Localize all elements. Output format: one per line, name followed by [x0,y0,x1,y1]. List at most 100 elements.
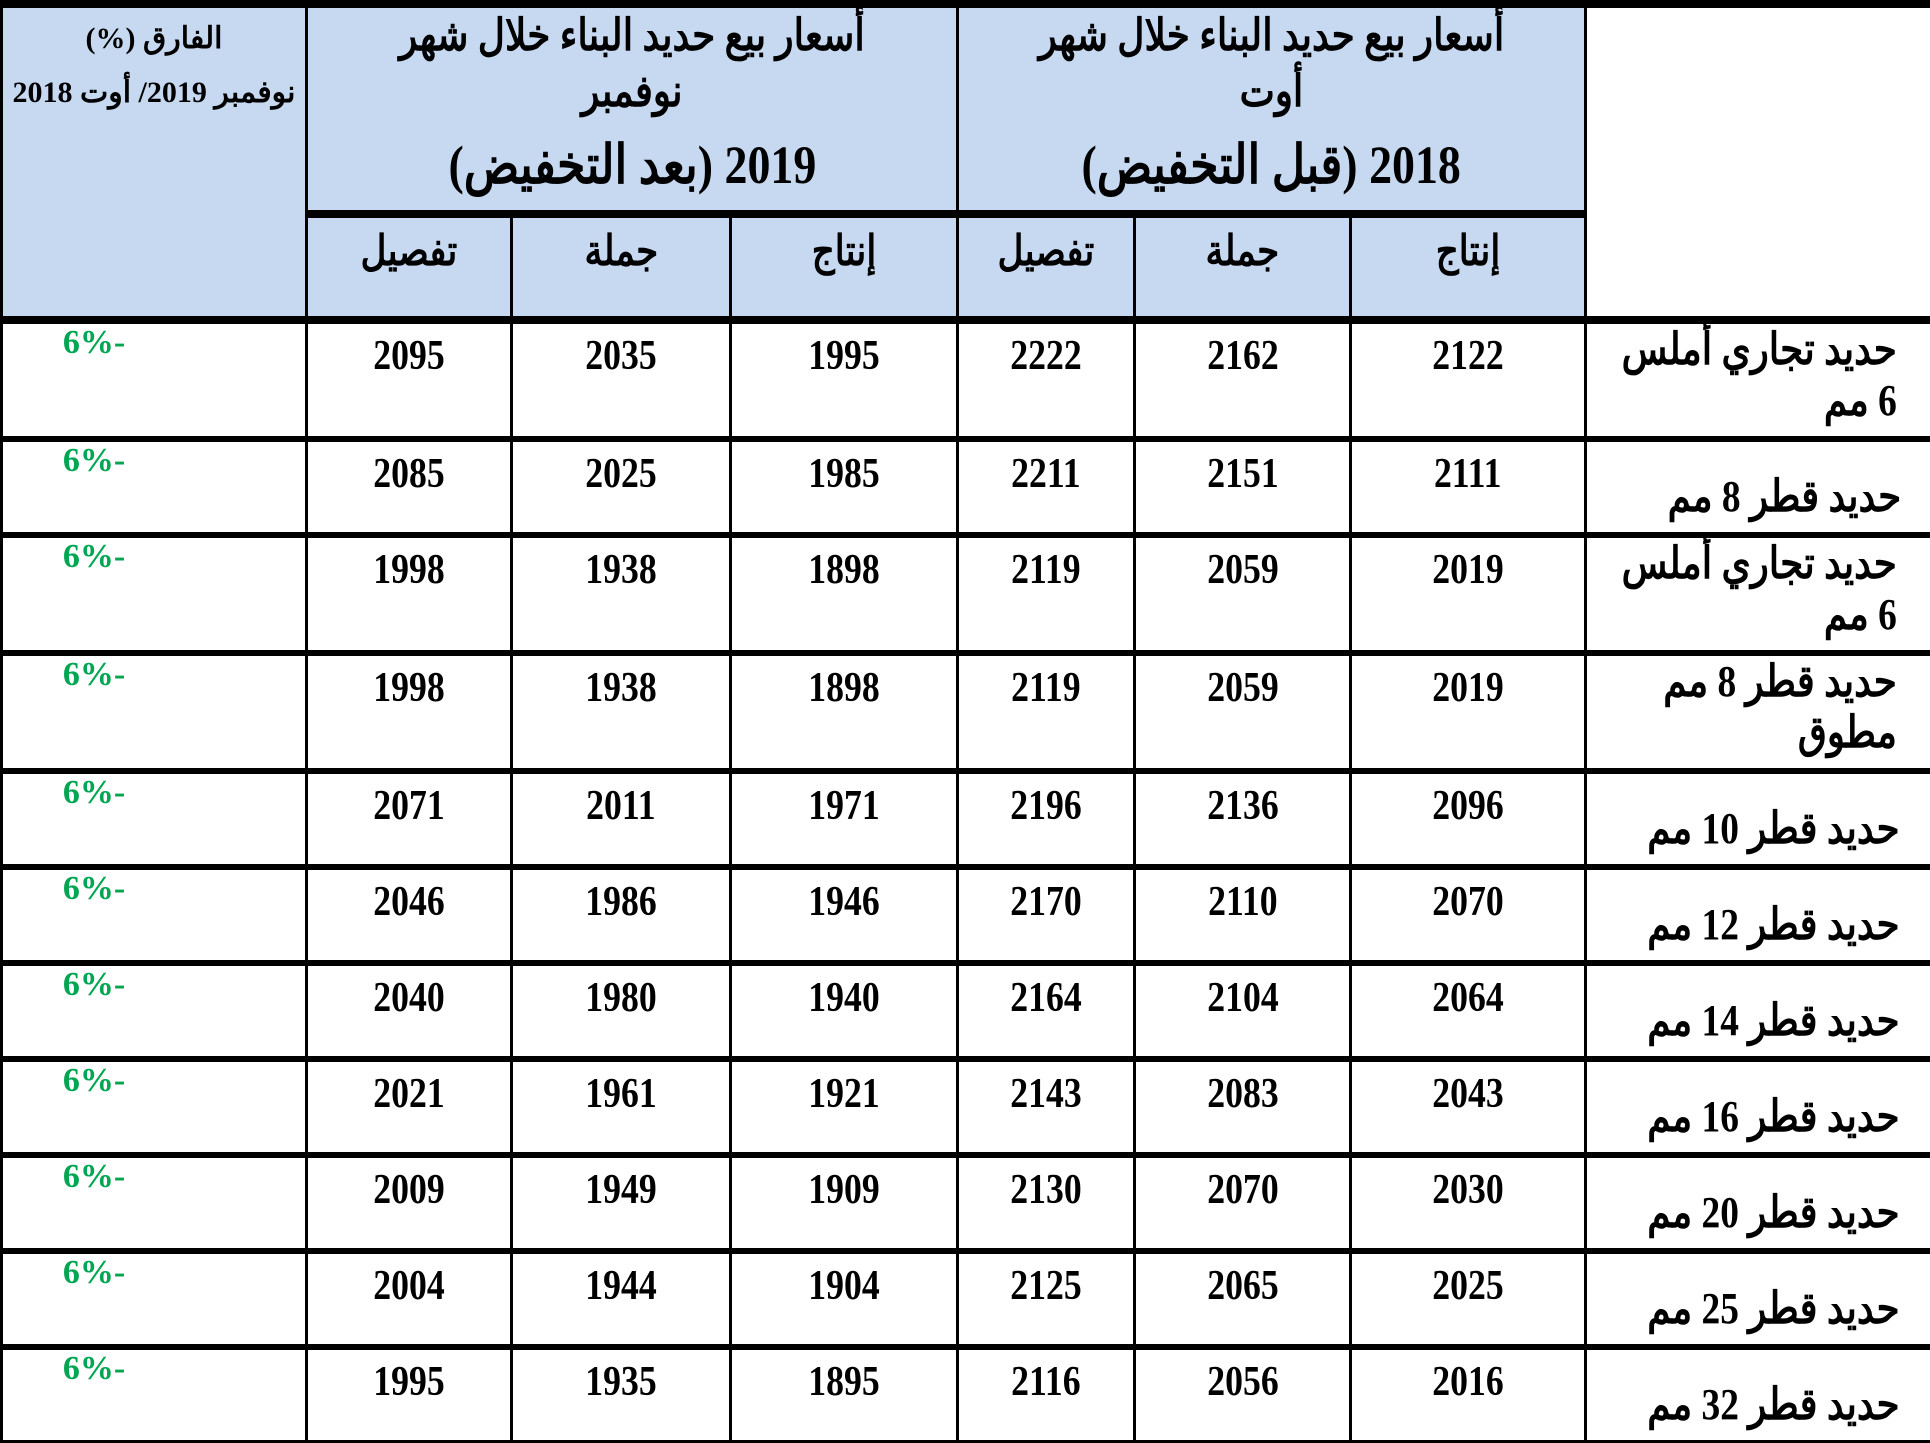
col-production-2019: إنتاج [731,214,958,320]
diff-header: الفارق (%) نوفمبر 2019/ أوت 2018 [2,4,307,320]
price-cell-r2019: 1998 [307,653,512,771]
price-cell-w2019: 1938 [512,535,731,653]
price-cell-w2018: 2083 [1135,1059,1351,1155]
price-cell-r2019: 1995 [307,1347,512,1442]
price-cell-p2019: 1909 [731,1155,958,1251]
diff-cell: 6%- [2,439,307,535]
price-cell-w2018: 2162 [1135,320,1351,439]
price-cell-w2018: 2059 [1135,535,1351,653]
price-cell-p2018: 2070 [1351,867,1586,963]
price-cell-p2018: 2096 [1351,771,1586,867]
price-cell-p2019: 1898 [731,653,958,771]
price-cell-w2019: 1980 [512,963,731,1059]
diff-cell: 6%- [2,1251,307,1347]
price-cell-p2019: 1904 [731,1251,958,1347]
price-cell-w2019: 2025 [512,439,731,535]
group-2018-title: أسعار بيع حديد البناء خلال شهر أوت [1006,8,1537,120]
group-2019-title: أسعار بيع حديد البناء خلال شهر نوفمبر [357,8,908,120]
col-retail-2018: تفصيل [958,214,1135,320]
price-cell-p2018: 2122 [1351,320,1586,439]
group-header-2018: أسعار بيع حديد البناء خلال شهر أوت 2018 … [958,4,1586,214]
diff-cell: 6%- [2,653,307,771]
price-cell-p2019: 1995 [731,320,958,439]
row-label: حديد قطر 10 مم [1586,771,1930,867]
row-label: حديد قطر 8 مم [1586,439,1930,535]
price-cell-r2018: 2119 [958,653,1135,771]
row-label: حديد تجاري أملس 6 مم [1586,535,1930,653]
price-cell-r2019: 2009 [307,1155,512,1251]
row-label: حديد قطر 14 مم [1586,963,1930,1059]
group-2019-subtitle: 2019 (بعد التخفيض) [448,120,816,210]
price-cell-p2019: 1971 [731,771,958,867]
price-cell-r2019: 2046 [307,867,512,963]
price-cell-r2019: 2085 [307,439,512,535]
price-cell-r2018: 2119 [958,535,1135,653]
diff-cell: 6%- [2,771,307,867]
price-cell-w2019: 1944 [512,1251,731,1347]
price-cell-w2018: 2151 [1135,439,1351,535]
price-cell-r2018: 2164 [958,963,1135,1059]
price-cell-p2018: 2019 [1351,653,1586,771]
price-cell-r2018: 2170 [958,867,1135,963]
col-wholesale-2019: جملة [512,214,731,320]
diff-cell: 6%- [2,320,307,439]
price-cell-w2019: 1935 [512,1347,731,1442]
price-cell-r2018: 2125 [958,1251,1135,1347]
diff-cell: 6%- [2,867,307,963]
row-label: حديد قطر 25 مم [1586,1251,1930,1347]
price-cell-w2018: 2059 [1135,653,1351,771]
price-cell-w2018: 2104 [1135,963,1351,1059]
price-cell-r2019: 2040 [307,963,512,1059]
price-cell-r2019: 2021 [307,1059,512,1155]
price-cell-p2018: 2064 [1351,963,1586,1059]
price-cell-p2018: 2019 [1351,535,1586,653]
diff-cell: 6%- [2,1347,307,1442]
price-cell-r2019: 2004 [307,1251,512,1347]
price-cell-w2019: 1986 [512,867,731,963]
row-label: حديد قطر 32 مم [1586,1347,1930,1442]
price-cell-p2019: 1898 [731,535,958,653]
price-cell-p2018: 2043 [1351,1059,1586,1155]
price-cell-p2018: 2025 [1351,1251,1586,1347]
diff-subtitle: نوفمبر 2019/ أوت 2018 [12,76,295,109]
price-cell-r2018: 2196 [958,771,1135,867]
price-cell-r2018: 2222 [958,320,1135,439]
price-cell-w2019: 2011 [512,771,731,867]
price-cell-p2018: 2111 [1351,439,1586,535]
price-cell-w2019: 2035 [512,320,731,439]
price-cell-p2018: 2030 [1351,1155,1586,1251]
empty-corner-cell [1586,4,1930,320]
price-cell-r2018: 2211 [958,439,1135,535]
price-cell-p2019: 1895 [731,1347,958,1442]
group-header-2019: أسعار بيع حديد البناء خلال شهر نوفمبر 20… [307,4,958,214]
diff-cell: 6%- [2,1059,307,1155]
price-cell-r2018: 2116 [958,1347,1135,1442]
row-label: حديد تجاري أملس 6 مم [1586,320,1930,439]
diff-title: الفارق (%) [85,22,222,55]
row-label: حديد قطر 8 مم مطوق [1586,653,1930,771]
price-cell-r2019: 2095 [307,320,512,439]
price-cell-w2019: 1949 [512,1155,731,1251]
row-label: حديد قطر 16 مم [1586,1059,1930,1155]
price-cell-p2018: 2016 [1351,1347,1586,1442]
row-label: حديد قطر 12 مم [1586,867,1930,963]
price-cell-w2019: 1938 [512,653,731,771]
price-cell-w2018: 2110 [1135,867,1351,963]
price-cell-r2019: 2071 [307,771,512,867]
price-cell-r2018: 2143 [958,1059,1135,1155]
price-cell-w2018: 2136 [1135,771,1351,867]
price-cell-p2019: 1940 [731,963,958,1059]
price-cell-r2018: 2130 [958,1155,1135,1251]
col-production-2018: إنتاج [1351,214,1586,320]
